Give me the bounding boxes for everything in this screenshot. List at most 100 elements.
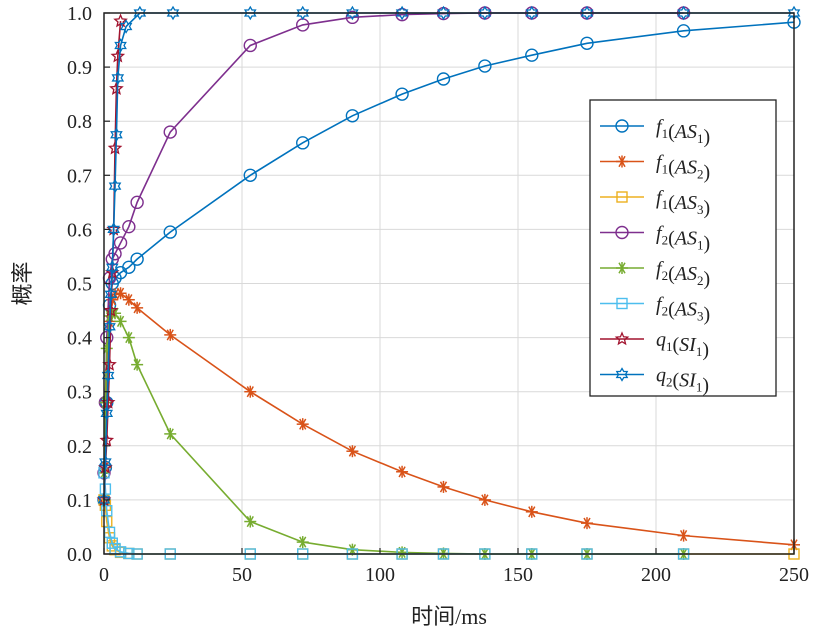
legend-label-part: SI (679, 334, 697, 356)
data-point (130, 195, 144, 210)
x-tick-label: 0 (99, 564, 109, 586)
data-point (122, 293, 135, 306)
data-point (296, 418, 309, 431)
data-point (243, 168, 257, 183)
legend-label-part: q (656, 329, 666, 351)
data-point (437, 5, 450, 21)
data-point (114, 38, 127, 53)
data-point (395, 87, 409, 101)
data-point (296, 536, 309, 549)
y-tick-label: 0.5 (67, 274, 92, 296)
data-point (109, 81, 124, 95)
data-point (525, 48, 539, 62)
legend-item: q1(SI1) (600, 329, 709, 361)
legend-label: f1(AS3) (656, 187, 710, 219)
data-point (166, 5, 180, 21)
legend-item: f2(AS1) (600, 223, 710, 255)
legend-label-part: 1 (662, 197, 669, 212)
data-point (110, 48, 126, 63)
data-point (107, 140, 123, 155)
legend-swatch-marker (616, 155, 628, 168)
data-point (99, 432, 115, 447)
legend-item: f1(AS3) (600, 187, 710, 219)
legend-label-part: f (656, 116, 664, 138)
data-point (345, 10, 360, 25)
legend-label-part: 2 (697, 273, 704, 288)
legend-label: f1(AS2) (656, 152, 710, 184)
data-point (131, 358, 144, 371)
legend-swatch-marker (614, 331, 630, 346)
data-point (244, 385, 257, 398)
data-point (102, 356, 117, 371)
data-point (345, 109, 360, 123)
y-tick-label: 1.0 (67, 3, 92, 25)
data-point (437, 480, 450, 493)
data-point (677, 5, 690, 21)
legend-label-part: 1 (696, 344, 703, 359)
data-point (395, 5, 409, 21)
legend-label-part: 3 (697, 202, 704, 217)
legend-label-part: f (656, 187, 664, 209)
legend-item: f2(AS2) (600, 258, 710, 290)
legend-item: q2(SI1) (600, 365, 709, 397)
y-axis-label: 概率 (10, 261, 35, 305)
legend-label: q2(SI1) (656, 365, 709, 397)
data-point (122, 331, 135, 344)
legend: f1(AS1) f1(AS2)f1(AS3) f2(AS1)f2(AS2) f2(AS… (589, 99, 777, 397)
y-tick-label: 0.1 (67, 490, 92, 512)
legend-label-part: AS (673, 263, 697, 285)
data-point (296, 5, 310, 21)
legend-swatch-marker (615, 119, 629, 133)
data-point (122, 260, 136, 274)
legend-item: f2(AS3) (600, 294, 710, 326)
data-point (108, 178, 122, 194)
data-point (580, 36, 594, 50)
legend-swatch-marker (616, 191, 628, 203)
legend-label-part: AS (673, 192, 697, 214)
data-point (100, 406, 114, 421)
x-tick-label: 100 (365, 564, 395, 586)
data-point (581, 517, 593, 530)
data-point (525, 5, 539, 21)
x-tick-label: 200 (641, 564, 671, 586)
series-line (103, 499, 794, 555)
legend-label-part: f (656, 258, 664, 280)
legend-label-part: 2 (697, 167, 704, 182)
legend-label-part: 1 (666, 339, 673, 354)
data-point (296, 136, 310, 150)
data-point (163, 125, 177, 139)
data-point (243, 5, 257, 21)
legend-label-part: f (656, 223, 664, 245)
data-point (436, 72, 451, 86)
data-point (99, 454, 112, 470)
y-tick-label: 0.4 (67, 328, 92, 350)
legend-label-part: SI (679, 370, 697, 392)
data-point (243, 38, 257, 53)
data-point (244, 515, 257, 528)
legend-label-part: 2 (662, 268, 669, 283)
data-point (105, 259, 119, 275)
data-point (478, 59, 492, 73)
data-point (110, 127, 123, 143)
data-point (346, 5, 359, 21)
legend-swatch-marker (615, 367, 629, 382)
data-point (396, 546, 409, 559)
legend-label: q1(SI1) (656, 329, 709, 361)
legend-label-part: 1 (662, 162, 669, 177)
data-point (164, 427, 177, 440)
y-tick-label: 0.9 (67, 57, 92, 79)
data-point (101, 505, 113, 517)
legend-label-part: 2 (662, 304, 669, 319)
data-point (108, 247, 122, 261)
data-point (131, 301, 144, 314)
legend-label: f2(AS2) (656, 258, 710, 290)
x-tick-label: 50 (232, 564, 252, 586)
y-tick-label: 0.0 (67, 544, 92, 566)
data-point (114, 315, 127, 328)
legend-label-part: q (656, 365, 666, 387)
data-point (395, 7, 409, 22)
legend-label: f1(AS1) (656, 116, 710, 148)
legend-label-part: 1 (697, 131, 704, 146)
data-point (130, 252, 144, 266)
